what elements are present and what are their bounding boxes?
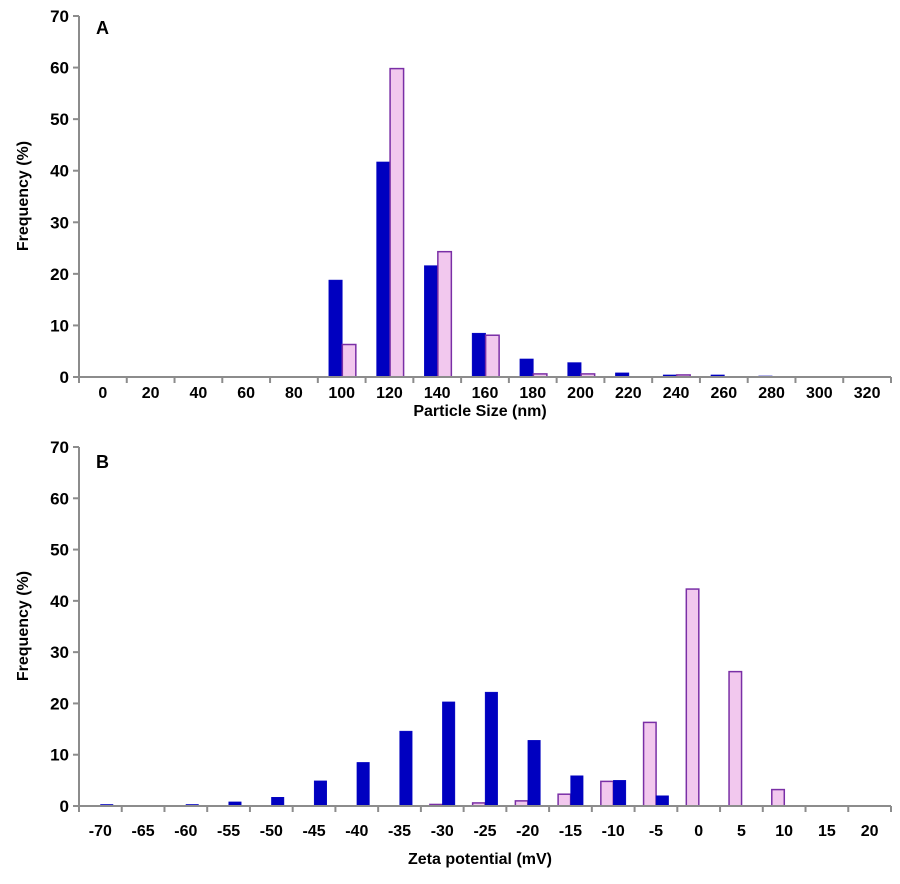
y-tick-label: 50 [50, 541, 69, 560]
panel-b-chart: B Frequency (%) Zeta potential (mV) -70 -… [15, 438, 892, 868]
x-tick-label: 240 [663, 385, 690, 402]
bar-2--15 [570, 775, 584, 807]
y-tick-label: 10 [50, 316, 69, 335]
bar-1-10 [771, 788, 786, 807]
bar-1-120 [376, 161, 391, 378]
bar-1-200 [567, 362, 582, 378]
bar-1--5 [642, 721, 657, 807]
bar-1-100 [328, 279, 343, 378]
bar-2-100 [341, 343, 357, 378]
x-tick-label: 80 [285, 385, 303, 402]
bar-1-0 [685, 588, 700, 807]
y-tick-label: 30 [50, 643, 69, 662]
x-tick-label: 15 [818, 823, 836, 840]
bar-1-5 [728, 670, 743, 807]
x-tick-label: -40 [345, 823, 368, 840]
x-tick-label: -35 [388, 823, 411, 840]
x-tick-label: 260 [710, 385, 737, 402]
panel-a-xlabel: Particle Size (nm) [413, 403, 546, 420]
y-tick-label: 30 [50, 213, 69, 232]
x-tick-label: -45 [302, 823, 325, 840]
bar-2-160 [484, 334, 500, 378]
bar-2--30 [442, 701, 456, 807]
x-tick-label: -15 [559, 823, 582, 840]
bar-1--15 [557, 793, 572, 807]
bar-2--10 [613, 780, 627, 807]
bar-1-180 [519, 358, 534, 378]
bar-2--20 [527, 740, 541, 807]
x-tick-label: -70 [89, 823, 112, 840]
bar-2--50 [271, 797, 285, 807]
x-tick-label: 300 [806, 385, 833, 402]
x-tick-label: 180 [519, 385, 546, 402]
y-tick-label: 50 [50, 110, 69, 129]
y-tick-label: 70 [50, 7, 69, 26]
x-tick-label: 100 [328, 385, 355, 402]
y-tick-label: 0 [60, 368, 69, 387]
x-tick-label: 5 [737, 823, 746, 840]
x-tick-label: 60 [237, 385, 255, 402]
y-tick-label: 20 [50, 265, 69, 284]
panel-b-ylabel: Frequency (%) [15, 571, 32, 681]
bar-2--40 [356, 762, 370, 807]
bar-2--5 [655, 795, 669, 807]
x-tick-label: -50 [260, 823, 283, 840]
bar-2--25 [484, 691, 498, 807]
x-tick-label: 20 [142, 385, 160, 402]
bar-2-120 [389, 67, 405, 378]
x-tick-label: -55 [217, 823, 240, 840]
x-tick-label: 320 [854, 385, 881, 402]
x-tick-label: -60 [174, 823, 197, 840]
bar-1--10 [600, 780, 615, 807]
x-tick-label: -10 [602, 823, 625, 840]
x-tick-label: 200 [567, 385, 594, 402]
y-tick-label: 40 [50, 162, 69, 181]
panel-a-chart: A Frequency (%) Particle Size (nm) 0 20 40… [15, 7, 892, 420]
y-tick-label: 70 [50, 438, 69, 457]
bar-1-140 [424, 265, 439, 378]
x-tick-label: -30 [431, 823, 454, 840]
x-tick-label: 0 [694, 823, 703, 840]
x-tick-label: 10 [775, 823, 793, 840]
x-tick-label: 220 [615, 385, 642, 402]
y-tick-label: 60 [50, 489, 69, 508]
panel-b-label: B [96, 452, 109, 472]
y-tick-label: 10 [50, 746, 69, 765]
y-tick-label: 20 [50, 694, 69, 713]
bar-2--45 [313, 780, 327, 807]
x-tick-label: 120 [376, 385, 403, 402]
y-tick-label: 60 [50, 59, 69, 78]
y-tick-label: 40 [50, 592, 69, 611]
panel-a-ylabel: Frequency (%) [15, 141, 32, 251]
y-tick-label: 0 [60, 797, 69, 816]
x-tick-label: -25 [473, 823, 496, 840]
bar-2--35 [399, 730, 413, 807]
panel-b-xlabel: Zeta potential (mV) [408, 851, 552, 868]
x-tick-label: 160 [472, 385, 499, 402]
x-tick-label: -65 [132, 823, 155, 840]
x-tick-label: 0 [98, 385, 107, 402]
x-tick-label: 140 [424, 385, 451, 402]
bar-1-160 [471, 332, 486, 378]
x-tick-label: -5 [649, 823, 663, 840]
x-tick-label: 40 [190, 385, 208, 402]
x-tick-label: -20 [516, 823, 539, 840]
panel-a-label: A [96, 18, 109, 38]
x-tick-label: 20 [861, 823, 879, 840]
x-tick-label: 280 [758, 385, 785, 402]
bar-2-140 [437, 250, 453, 378]
